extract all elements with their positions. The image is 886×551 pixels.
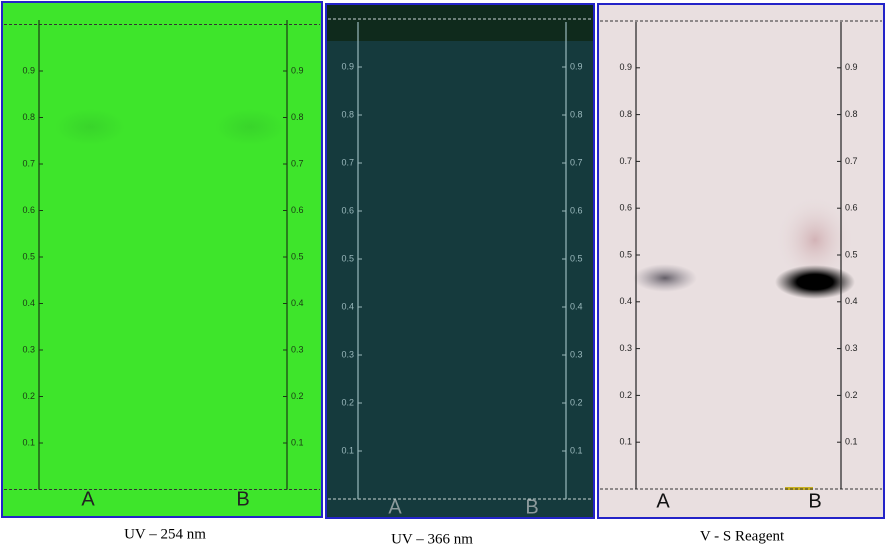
lane-label: B <box>236 488 249 510</box>
spot <box>633 264 697 292</box>
halo <box>775 195 855 285</box>
tick-label: 0.5 <box>845 249 858 259</box>
tick-label: 0.7 <box>22 158 35 168</box>
tick-label: 0.5 <box>570 253 583 263</box>
tick-label: 0.5 <box>341 253 354 263</box>
tick-label: 0.7 <box>570 157 583 167</box>
lane-label: B <box>808 490 821 512</box>
tick-label: 0.4 <box>291 298 304 308</box>
tick-label: 0.8 <box>341 109 354 119</box>
tick-label: 0.5 <box>619 249 632 259</box>
tick-label: 0.2 <box>619 390 632 400</box>
tick-label: 0.9 <box>291 65 304 75</box>
tick-label: 0.8 <box>291 112 304 122</box>
tick-label: 0.8 <box>22 112 35 122</box>
tick-label: 0.5 <box>291 251 304 261</box>
spot <box>215 109 285 145</box>
tick-label: 0.2 <box>845 390 858 400</box>
caption: V - S Reagent <box>700 528 785 544</box>
lane-label: A <box>388 496 402 518</box>
tick-label: 0.1 <box>341 445 354 455</box>
tick-label: 0.4 <box>570 301 583 311</box>
tick-label: 0.1 <box>570 445 583 455</box>
tick-label: 0.4 <box>22 298 35 308</box>
tick-label: 0.6 <box>22 205 35 215</box>
tick-label: 0.7 <box>619 156 632 166</box>
tick-label: 0.3 <box>341 349 354 359</box>
tick-label: 0.5 <box>22 251 35 261</box>
tick-label: 0.7 <box>341 157 354 167</box>
tick-label: 0.6 <box>845 203 858 213</box>
tick-label: 0.9 <box>570 61 583 71</box>
tick-label: 0.6 <box>291 205 304 215</box>
lane-label: A <box>656 490 670 512</box>
tick-label: 0.8 <box>570 109 583 119</box>
tick-label: 0.7 <box>845 156 858 166</box>
tick-label: 0.4 <box>341 301 354 311</box>
spot <box>775 265 855 299</box>
tick-label: 0.1 <box>22 437 35 447</box>
tick-label: 0.6 <box>570 205 583 215</box>
tick-label: 0.3 <box>570 349 583 359</box>
tick-label: 0.4 <box>845 296 858 306</box>
tick-label: 0.3 <box>845 343 858 353</box>
tick-label: 0.7 <box>291 158 304 168</box>
tick-label: 0.8 <box>619 109 632 119</box>
tick-label: 0.2 <box>291 391 304 401</box>
caption: UV – 366 nm <box>391 531 473 547</box>
tick-label: 0.3 <box>619 343 632 353</box>
tick-label: 0.9 <box>341 61 354 71</box>
plate <box>1 1 323 518</box>
tick-label: 0.3 <box>291 344 304 354</box>
lane-label: B <box>525 496 538 518</box>
tick-label: 0.1 <box>845 437 858 447</box>
tick-label: 0.9 <box>619 62 632 72</box>
plate-top <box>327 5 593 41</box>
tick-label: 0.2 <box>570 397 583 407</box>
tick-label: 0.3 <box>22 344 35 354</box>
tick-label: 0.6 <box>341 205 354 215</box>
lane-label: A <box>81 488 95 510</box>
baseline-mark <box>785 487 813 490</box>
tick-label: 0.2 <box>341 397 354 407</box>
caption: UV – 254 nm <box>124 526 206 542</box>
tick-label: 0.9 <box>22 65 35 75</box>
tick-label: 0.6 <box>619 203 632 213</box>
tick-label: 0.9 <box>845 62 858 72</box>
spot <box>55 109 125 145</box>
tick-label: 0.2 <box>22 391 35 401</box>
tick-label: 0.8 <box>845 109 858 119</box>
tick-label: 0.1 <box>291 437 304 447</box>
plate <box>325 3 595 519</box>
tick-label: 0.1 <box>619 437 632 447</box>
tick-label: 0.4 <box>619 296 632 306</box>
